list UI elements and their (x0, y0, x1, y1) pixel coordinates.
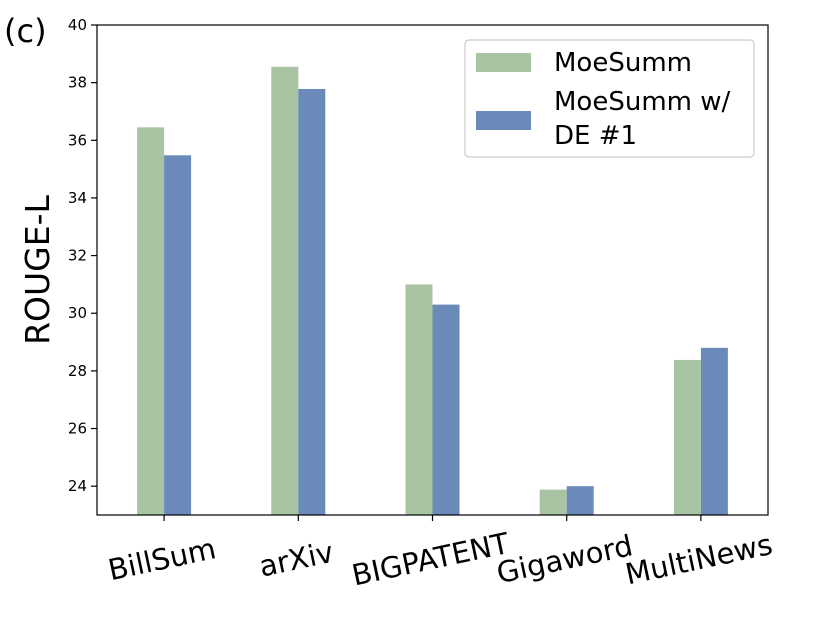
bars-group (137, 66, 728, 516)
panel-label: (c) (4, 12, 47, 50)
legend-label-2: DE #1 (554, 121, 637, 151)
bar-bigpatent-series-2 (432, 304, 460, 515)
bar-bigpatent-series-1 (405, 284, 433, 515)
bar-gigaword-series-1 (539, 489, 567, 515)
plot-frame (96, 24, 769, 516)
bar-billsum-series-2 (164, 155, 192, 515)
x-tick-label: BIGPATENT (349, 526, 512, 592)
y-tick-label: 26 (68, 420, 87, 438)
y-tick-label: 36 (68, 131, 87, 149)
x-tick-label: Gigaword (494, 528, 636, 590)
legend: MoeSumm MoeSumm w/DE #1 (464, 39, 755, 158)
y-tick-label: 34 (68, 189, 87, 207)
legend-label-1: MoeSumm (554, 48, 692, 78)
bar-arxiv-series-1 (271, 66, 299, 515)
bar-billsum-series-1 (137, 127, 165, 515)
x-tick-label: BillSum (105, 531, 219, 587)
y-tick-label: 32 (68, 247, 87, 265)
bar-gigaword-series-2 (566, 486, 594, 515)
y-tick-label: 28 (68, 362, 87, 380)
y-tick-label: 38 (68, 74, 87, 92)
legend-swatch-1 (476, 53, 531, 72)
bar-multinews-series-1 (673, 359, 701, 515)
bar-multinews-series-2 (700, 347, 728, 515)
y-tick-label: 24 (68, 477, 87, 495)
x-tick-label: MultiNews (622, 527, 775, 591)
y-axis-label: ROUGE-L (18, 195, 57, 345)
x-tick-label: arXiv (256, 535, 336, 584)
bar-arxiv-series-2 (298, 88, 326, 516)
y-axis-ticks: 24 26 28 30 32 34 36 38 40 (68, 16, 97, 495)
legend-label-2: MoeSumm w/ (554, 87, 731, 117)
legend-swatch-2 (476, 111, 531, 130)
y-tick-label: 30 (68, 304, 87, 322)
y-tick-label: 40 (68, 16, 87, 34)
legend-box (464, 39, 755, 158)
